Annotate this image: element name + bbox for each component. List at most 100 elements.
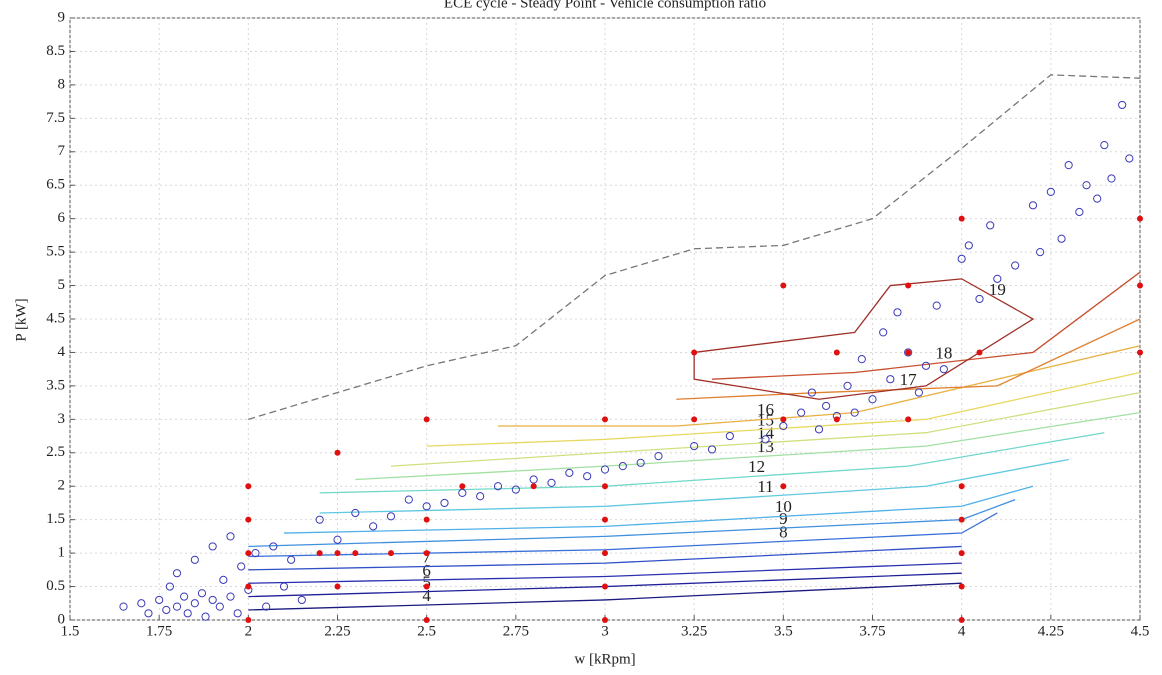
cycle-point <box>1064 161 1073 170</box>
contour-label: 9 <box>779 509 788 528</box>
operating-point <box>334 583 341 590</box>
x-tick-label: 1.5 <box>61 623 80 639</box>
contour-line <box>248 545 962 571</box>
operating-point <box>958 215 965 222</box>
cycle-point <box>119 602 128 611</box>
cycle-point <box>636 458 645 467</box>
cycle-point <box>183 609 192 618</box>
x-tick-label: 3.75 <box>859 623 885 639</box>
operating-point <box>245 617 252 623</box>
cycle-point <box>986 221 995 230</box>
operating-point <box>602 550 608 557</box>
operating-point <box>316 550 323 557</box>
cycle-point <box>215 602 224 611</box>
cycle-point <box>921 361 931 370</box>
cycle-point <box>822 401 831 411</box>
y-tick-label: 8.5 <box>46 43 65 59</box>
cycle-point <box>351 508 360 518</box>
cycle-point <box>208 542 217 551</box>
operating-point <box>602 516 608 523</box>
cycle-point <box>975 294 984 304</box>
cycle-point <box>1046 187 1055 197</box>
cycle-point <box>511 485 520 494</box>
contour-line <box>248 498 1016 548</box>
contour-line <box>248 582 962 611</box>
cycle-point <box>262 602 271 611</box>
operating-point <box>958 516 965 523</box>
x-tick-label: 3.25 <box>681 623 707 639</box>
cycle-point <box>440 498 449 508</box>
operating-point <box>976 349 983 356</box>
operating-point <box>423 550 430 557</box>
contour-line <box>676 318 1141 400</box>
cycle-point <box>422 502 431 511</box>
y-tick-label: 9 <box>58 9 66 25</box>
cycle-point <box>886 375 895 384</box>
cycle-point <box>386 512 396 521</box>
cycle-point <box>226 532 235 541</box>
boundary-line <box>248 74 1141 420</box>
cycle-point <box>493 482 503 491</box>
y-tick-label: 4 <box>58 344 66 360</box>
operating-point <box>530 483 537 490</box>
contour-line <box>498 345 1141 427</box>
cycle-point <box>850 408 859 417</box>
cycle-point <box>201 612 210 621</box>
contour-label: 13 <box>757 437 774 456</box>
cycle-point <box>690 441 699 451</box>
contour-label: 19 <box>989 280 1006 299</box>
y-tick-label: 0 <box>58 611 66 627</box>
x-tick-label: 4 <box>958 623 966 639</box>
cycle-point <box>565 468 574 477</box>
y-tick-label: 7.5 <box>46 110 65 126</box>
operating-point <box>459 483 466 490</box>
operating-point <box>958 617 965 623</box>
operating-point <box>780 483 787 490</box>
cycle-point <box>233 609 242 618</box>
contour-label: 4 <box>422 586 431 605</box>
cycle-point <box>879 328 888 337</box>
operating-point <box>780 282 787 289</box>
cycle-point <box>369 522 378 531</box>
cycle-point <box>476 492 485 501</box>
contour-label: 10 <box>775 497 792 516</box>
x-tick-label: 2.75 <box>503 623 529 639</box>
y-tick-label: 2.5 <box>46 444 65 460</box>
cycle-point <box>1082 181 1091 190</box>
cycle-point <box>137 599 146 608</box>
cycle-point <box>172 569 182 578</box>
cycle-point <box>725 431 734 441</box>
cycle-point <box>226 592 235 601</box>
operating-point <box>602 583 608 590</box>
operating-point <box>833 416 840 423</box>
y-tick-label: 1.5 <box>46 511 65 527</box>
y-tick-label: 2 <box>58 478 66 494</box>
operating-point <box>780 416 787 423</box>
cycle-point <box>1100 140 1109 150</box>
cycle-point <box>1093 194 1102 203</box>
y-axis-label: P [kW] <box>13 298 29 341</box>
cycle-point <box>964 241 973 250</box>
x-tick-label: 1.75 <box>146 623 172 639</box>
operating-point <box>602 617 608 623</box>
cycle-point <box>807 388 816 397</box>
operating-point <box>602 483 608 490</box>
cycle-point <box>1118 100 1127 110</box>
operating-point <box>245 483 252 490</box>
contour-label: 18 <box>935 343 952 362</box>
contour-line <box>355 412 1141 481</box>
cycle-point <box>707 445 717 454</box>
y-tick-label: 6.5 <box>46 177 65 193</box>
cycle-point <box>1107 174 1116 183</box>
operating-point <box>905 416 912 423</box>
cycle-point <box>904 348 913 357</box>
cycle-point <box>297 595 306 605</box>
cycle-point <box>993 274 1002 283</box>
cycle-point <box>1125 154 1134 163</box>
cycle-point <box>1011 261 1020 270</box>
y-tick-label: 5.5 <box>46 244 65 260</box>
x-tick-label: 4.5 <box>1131 623 1150 639</box>
operating-point <box>352 550 359 557</box>
y-tick-label: 8 <box>58 76 66 92</box>
